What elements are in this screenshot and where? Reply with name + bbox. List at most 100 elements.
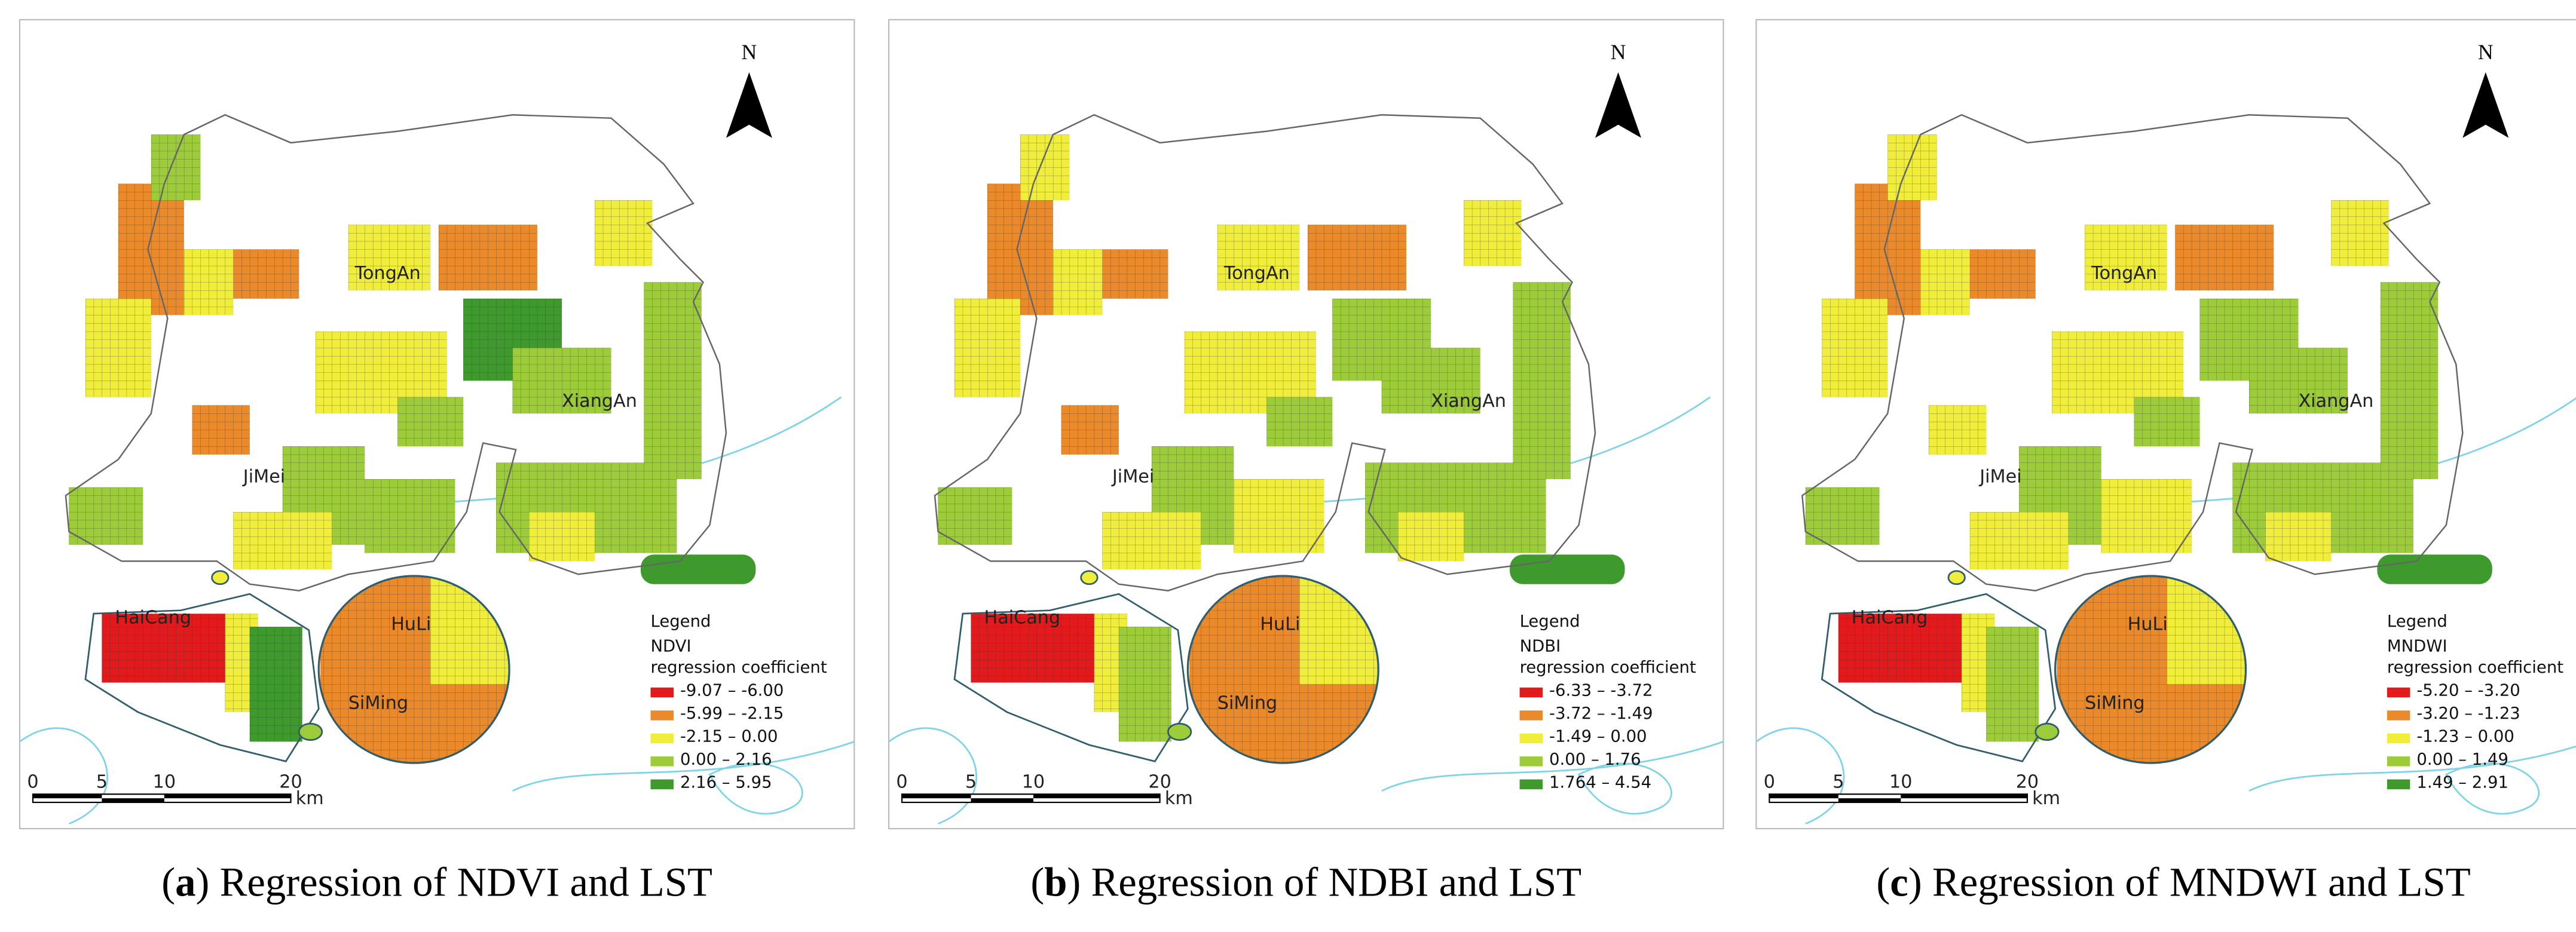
district-outline (65, 114, 727, 591)
legend-label: 0.00 – 1.76 (1549, 750, 1641, 769)
grid-texture (85, 298, 151, 397)
scale-label: 10 (1889, 771, 1912, 792)
legend-swatch (650, 756, 674, 767)
north-label: N (1611, 40, 1626, 64)
caption-part: ( (161, 860, 175, 905)
scale-label: 5 (1832, 771, 1844, 792)
caption: (a) Regression of NDVI and LST (161, 860, 712, 905)
scale-label: 5 (965, 771, 977, 792)
north-arrow (726, 72, 772, 138)
grid-texture (1464, 200, 1522, 266)
caption-part: b (1044, 860, 1067, 905)
scale-unit: km (1165, 788, 1193, 809)
place-label: JiMei (242, 466, 285, 487)
grid-texture (512, 348, 611, 414)
grid-texture (938, 487, 1012, 545)
legend-swatch (650, 733, 674, 744)
grid-texture (1887, 134, 1937, 201)
legend-label: -5.20 – -3.20 (2416, 682, 2520, 700)
sea-line (888, 727, 1724, 825)
scale-label: 0 (1764, 771, 1775, 792)
grid-texture (529, 511, 595, 562)
sea-line (708, 762, 803, 815)
legend-subtitle: regression coefficient (650, 658, 827, 677)
grid-texture (1929, 405, 1987, 455)
grid-texture (1102, 249, 1168, 299)
map-panel: TongAn XiangAn JiMei HaiCang HuLi SiMing N 0 5 10… (888, 19, 1724, 830)
legend-label: -9.07 – -6.00 (680, 682, 784, 700)
scale-bar-fill (1901, 794, 2027, 799)
place-label: TongAn (1223, 263, 1290, 284)
island-outline (317, 575, 510, 764)
legend-swatch (2387, 733, 2410, 744)
north-label: N (2478, 40, 2494, 64)
caption-part: ( (1876, 860, 1890, 905)
caption-part: ) Regression of MNDWI and LST (1908, 860, 2471, 905)
caption-part: c (1890, 860, 1908, 905)
sea-line (2445, 762, 2540, 815)
grid-texture (1102, 511, 1201, 570)
legend-swatch (650, 687, 674, 698)
scale-label: 10 (1022, 771, 1045, 792)
place-label: SiMing (2085, 692, 2144, 713)
caption: (c) Regression of MNDWI and LST (1876, 860, 2470, 905)
place-label: XiangAn (562, 391, 637, 412)
grid-texture (2265, 511, 2332, 562)
grid-texture (1307, 225, 1406, 291)
map-panel: TongAn XiangAn JiMei HaiCang HuLi SiMing N 0 5 10… (1755, 19, 2576, 830)
islet (298, 722, 323, 741)
legend-index: NDVI (650, 637, 691, 655)
scale-label: 20 (1148, 771, 1171, 792)
grid-texture (1118, 627, 1171, 742)
grid-texture (1513, 282, 1571, 479)
north-arrow (1595, 72, 1641, 138)
legend-subtitle: regression coefficient (2387, 658, 2563, 677)
legend-swatch (650, 779, 674, 790)
island-patches (1189, 576, 1379, 764)
island-outline (2054, 575, 2247, 764)
scale-bar-fill (971, 798, 1033, 803)
legend-heading: Legend (1520, 612, 1580, 631)
place-label: HaiCang (1852, 608, 1928, 629)
legend-label: 0.00 – 2.16 (680, 750, 772, 769)
legend-label: -3.20 – -1.23 (2416, 704, 2520, 723)
grid-texture (2085, 225, 2167, 291)
scale-bar-fill (1769, 794, 1838, 799)
islet (2035, 722, 2060, 741)
grid-texture (438, 225, 537, 291)
place-label: HaiCang (115, 608, 191, 629)
grid-texture (987, 183, 1053, 315)
legend-label: -1.49 – 0.00 (1549, 727, 1647, 746)
grid-texture (365, 479, 455, 553)
caption-part: ) Regression of NDVI and LST (196, 860, 713, 905)
scale-label: 20 (2016, 771, 2039, 792)
grid-texture (348, 225, 431, 291)
island-patches (2057, 576, 2246, 764)
scale-unit: km (2032, 788, 2060, 809)
place-label: JiMei (1111, 466, 1154, 487)
scale-label: 0 (896, 771, 907, 792)
legend-swatch (2387, 756, 2410, 767)
legend-label: 2.16 – 5.95 (680, 773, 772, 792)
islet (1080, 570, 1099, 585)
islet (211, 570, 230, 585)
coefficient-patch (641, 554, 756, 584)
legend-swatch (1519, 687, 1543, 698)
place-label: HuLi (1260, 614, 1300, 635)
legend-label: -2.15 – 0.00 (680, 727, 778, 746)
legend-label: -5.99 – -2.15 (680, 704, 784, 723)
caption-part: ( (1030, 860, 1044, 905)
grid-texture (1234, 479, 1324, 553)
legend-swatch (1519, 733, 1543, 744)
grid-texture (644, 282, 702, 479)
grid-texture (1217, 225, 1300, 291)
grid-texture (2249, 348, 2348, 414)
legend-swatch (2387, 779, 2410, 790)
grid-texture (1398, 511, 1464, 562)
place-label: HaiCang (984, 608, 1060, 629)
grid-texture (2175, 225, 2274, 291)
coefficient-patch (1510, 554, 1625, 584)
grid-texture (2101, 479, 2192, 553)
scale-bar-fill (1838, 798, 1901, 803)
grid-texture (2380, 282, 2439, 479)
